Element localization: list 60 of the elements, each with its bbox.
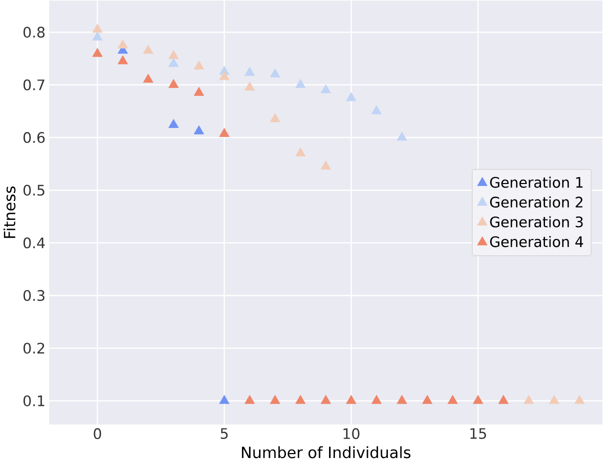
- point: [244, 395, 255, 404]
- point: [92, 32, 103, 41]
- legend-label: Generation 1: [490, 176, 583, 188]
- x-tick-label: 5: [220, 428, 228, 440]
- point: [219, 128, 230, 138]
- point: [194, 87, 204, 96]
- y-tick-label: 0.5: [24, 184, 44, 196]
- point: [524, 395, 534, 404]
- y-axis-title: Fitness: [3, 186, 16, 238]
- y-tick-label: 0.6: [24, 132, 45, 144]
- point: [396, 132, 408, 141]
- x-axis-title: Number of Individuals: [242, 446, 410, 458]
- point: [320, 395, 331, 404]
- y-tick-label: 0.8: [24, 26, 45, 38]
- x-tick-label: 15: [470, 428, 486, 440]
- point: [498, 395, 509, 404]
- x-tick-label: 0: [94, 428, 102, 440]
- point: [168, 79, 179, 88]
- point: [92, 24, 103, 33]
- y-tick-label: 0.2: [24, 342, 44, 354]
- point: [143, 74, 154, 83]
- point: [118, 55, 128, 64]
- point: [194, 125, 204, 134]
- point: [194, 60, 204, 70]
- point: [219, 395, 230, 404]
- point: [320, 160, 331, 170]
- legend-label: Generation 3: [490, 216, 583, 228]
- point: [396, 395, 408, 404]
- x-tick-label: 10: [344, 428, 360, 440]
- point: [472, 395, 484, 404]
- point: [320, 84, 331, 94]
- point: [448, 395, 458, 404]
- point: [422, 395, 432, 404]
- point: [371, 105, 382, 114]
- point: [270, 113, 280, 122]
- y-tick-label: 0.7: [24, 80, 44, 91]
- point: [295, 79, 306, 88]
- point: [92, 48, 103, 58]
- point: [346, 92, 356, 102]
- y-tick-label: 0.1: [24, 396, 44, 406]
- point: [346, 395, 356, 404]
- point: [371, 395, 382, 404]
- point: [244, 82, 255, 91]
- point: [295, 148, 306, 157]
- point: [168, 119, 179, 128]
- point: [574, 395, 585, 404]
- point: [549, 395, 560, 404]
- point: [168, 58, 179, 68]
- point: [118, 40, 128, 49]
- legend-label: Generation 4: [490, 236, 584, 248]
- point: [270, 68, 280, 78]
- point: [244, 67, 255, 76]
- point: [295, 395, 306, 404]
- y-tick-label: 0.4: [24, 238, 45, 248]
- point: [270, 395, 280, 404]
- point: [168, 50, 179, 60]
- point: [219, 71, 230, 80]
- point: [143, 44, 154, 54]
- y-tick-label: 0.3: [24, 290, 44, 302]
- legend-label: Generation 2: [490, 196, 582, 208]
